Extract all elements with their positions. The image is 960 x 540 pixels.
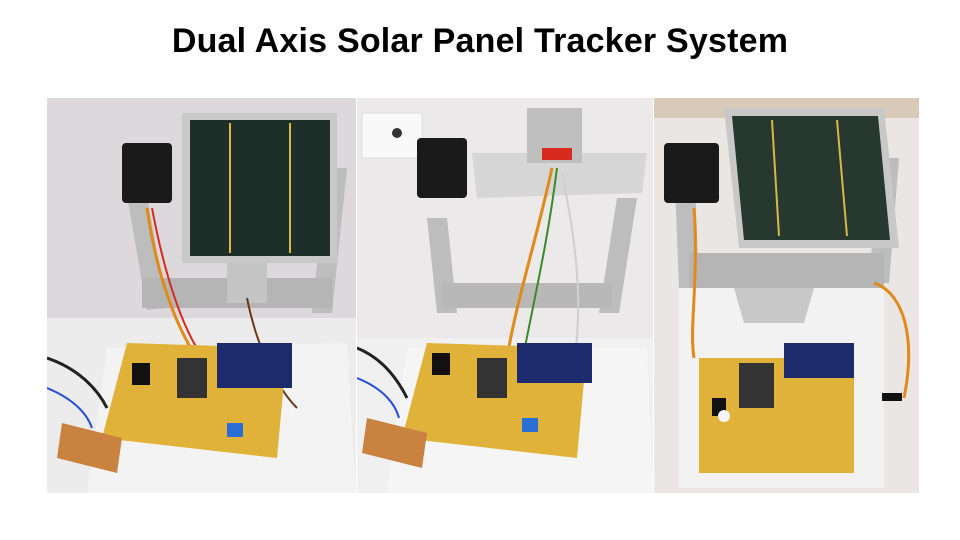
- solar-tracker-side-photo: [357, 98, 653, 493]
- slide-title: Dual Axis Solar Panel Tracker System: [171, 22, 789, 60]
- solar-tracker-front-photo: [47, 98, 356, 493]
- solar-tracker-top-photo: [654, 98, 919, 493]
